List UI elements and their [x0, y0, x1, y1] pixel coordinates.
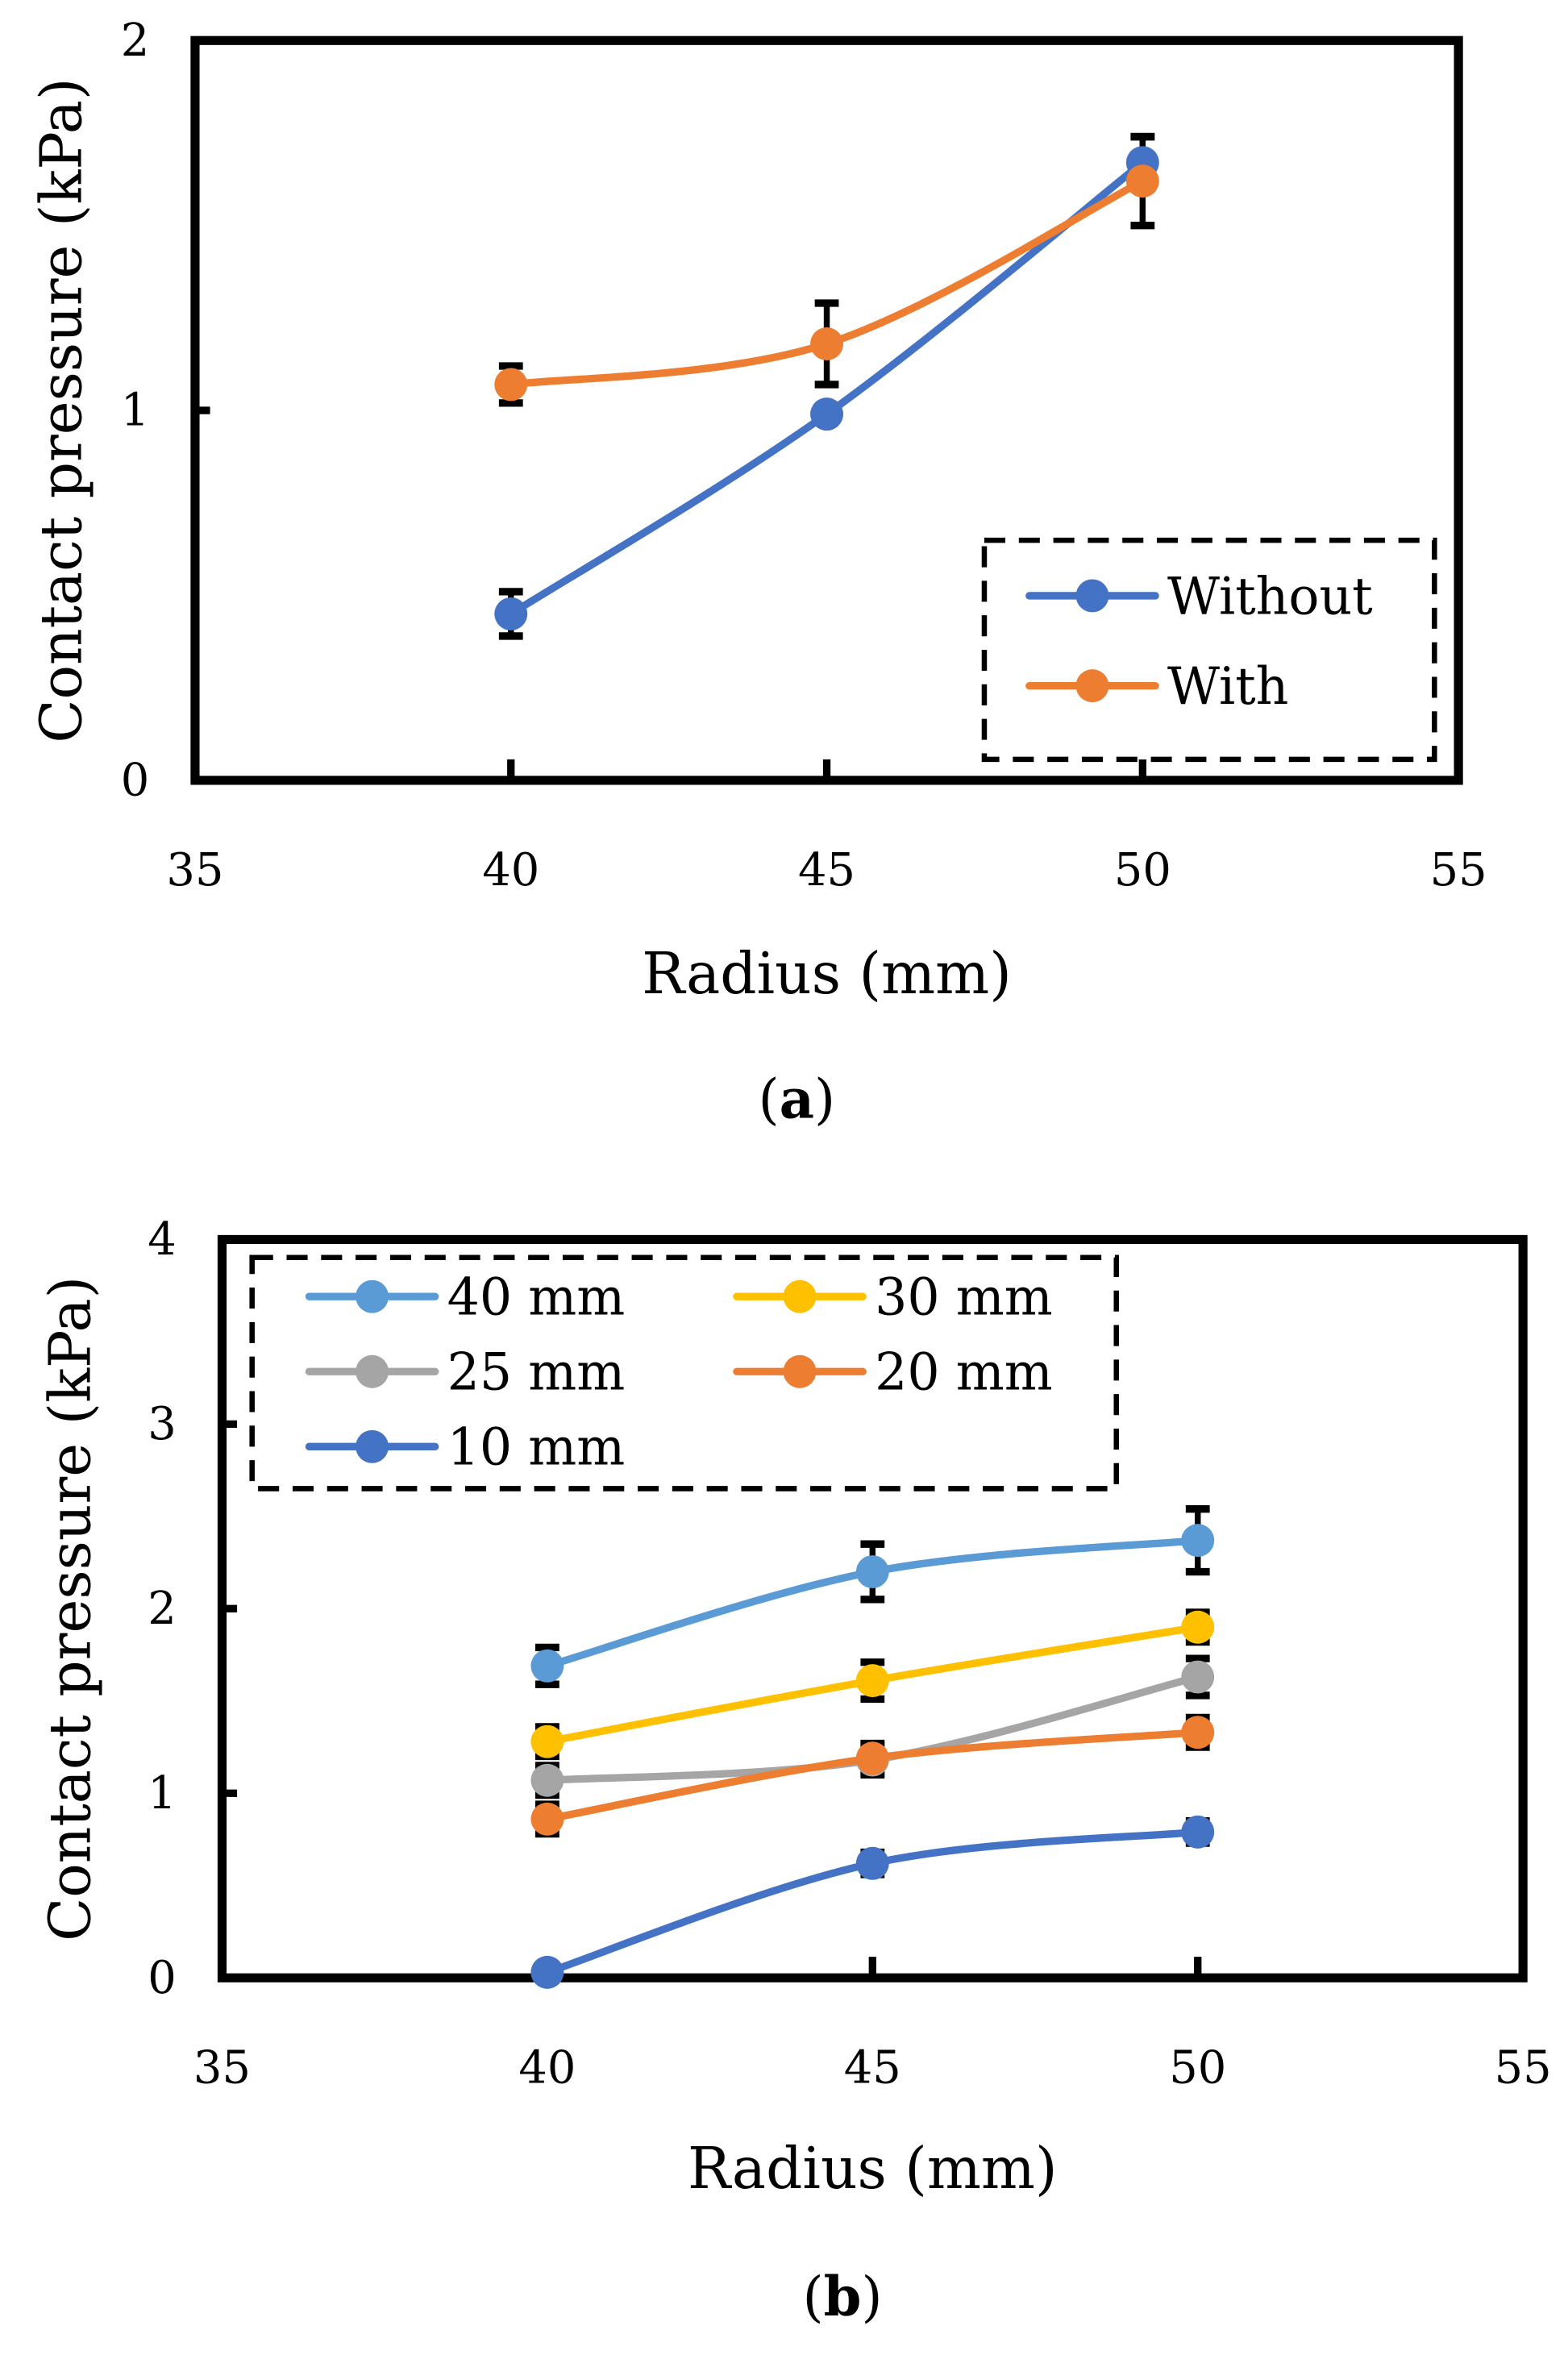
- legend-label: 25 mm: [447, 1342, 626, 1402]
- data-point: [855, 1555, 889, 1589]
- legend-label: Without: [1167, 566, 1373, 626]
- legend-swatch-marker: [356, 1279, 389, 1313]
- y-tick-label: 1: [121, 385, 150, 437]
- x-tick-label: 35: [166, 844, 223, 897]
- legend-swatch-marker: [1075, 669, 1109, 703]
- data-point: [855, 1664, 889, 1698]
- data-point: [1181, 1716, 1215, 1749]
- legend-border: [981, 537, 1437, 763]
- data-point: [1181, 1660, 1215, 1694]
- data-point: [494, 597, 528, 630]
- data-point: [810, 397, 844, 431]
- legend-label: 20 mm: [875, 1342, 1053, 1402]
- legend-swatch-marker: [783, 1354, 817, 1388]
- y-tick-label: 2: [148, 1583, 177, 1635]
- x-axis-label: Radius (mm): [642, 940, 1012, 1007]
- legend-swatch-marker: [356, 1429, 389, 1463]
- data-point: [855, 1846, 889, 1880]
- y-tick-label: 1: [148, 1767, 177, 1820]
- y-tick-label: 3: [148, 1398, 177, 1450]
- panel-caption: (a): [758, 1067, 835, 1131]
- y-tick-label: 4: [148, 1213, 177, 1266]
- panel-letter: a: [780, 1067, 814, 1131]
- y-axis-label: Contact pressure (kPa): [37, 1276, 104, 1941]
- x-tick-label: 50: [1169, 2042, 1226, 2095]
- legend-swatch-marker: [1075, 579, 1109, 613]
- x-tick-label: 40: [518, 2042, 576, 2095]
- data-point: [1181, 1610, 1215, 1644]
- y-tick-label: 0: [121, 755, 150, 807]
- legend-label: With: [1167, 656, 1288, 716]
- data-point: [530, 1725, 564, 1758]
- data-point: [530, 1955, 564, 1989]
- x-tick-label: 40: [482, 844, 539, 897]
- legend-swatch-marker: [783, 1279, 817, 1313]
- x-tick-label: 55: [1495, 2042, 1552, 2095]
- data-point: [855, 1741, 889, 1775]
- y-tick-label: 2: [121, 15, 150, 67]
- legend-label: 30 mm: [875, 1267, 1053, 1327]
- legend-label: 40 mm: [447, 1267, 626, 1327]
- x-tick-label: 45: [798, 844, 855, 897]
- data-point: [1181, 1815, 1215, 1849]
- data-point: [810, 327, 844, 360]
- legend-swatch-marker: [356, 1354, 389, 1388]
- x-tick-label: 35: [193, 2042, 251, 2095]
- x-tick-label: 50: [1114, 844, 1171, 897]
- legend: Without With: [981, 537, 1437, 763]
- data-point: [530, 1649, 564, 1683]
- chart-panel-a: 0 1 2 35 40 45 50 55 Radius (mm) Contact pressure…: [28, 15, 1487, 1131]
- data-point: [530, 1763, 564, 1797]
- x-tick-label: 45: [844, 2042, 901, 2095]
- y-axis-label: Contact pressure (kPa): [28, 78, 95, 743]
- data-point: [494, 368, 528, 401]
- y-tick-label: 0: [148, 1952, 177, 2004]
- panel-letter: b: [824, 2265, 862, 2328]
- legend: 40 mm 30 mm 25 mm 20 mm 10 mm: [249, 1254, 1120, 1492]
- x-tick-label: 55: [1430, 844, 1487, 897]
- panel-caption: (b): [803, 2265, 883, 2328]
- x-axis-label: Radius (mm): [688, 2135, 1058, 2202]
- data-point: [1125, 164, 1159, 198]
- data-point: [1181, 1524, 1215, 1558]
- legend-label: 10 mm: [447, 1417, 626, 1477]
- chart-panel-b: 0 1 2 3 4 35 40 45 50 55 Radius (mm) Contact pressu…: [37, 1213, 1552, 2328]
- data-point: [530, 1802, 564, 1836]
